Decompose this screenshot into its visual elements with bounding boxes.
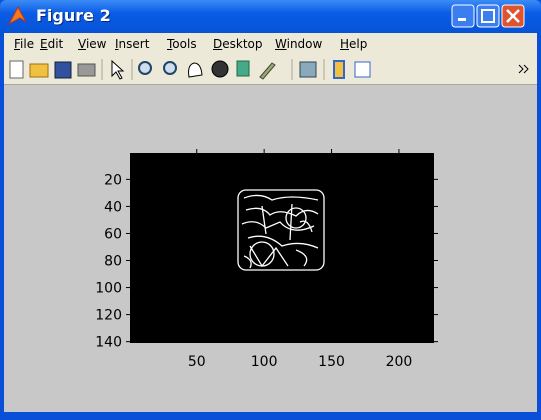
y-tick-label: 20 xyxy=(104,172,122,188)
x-tick-label: 150 xyxy=(318,354,345,370)
image xyxy=(130,153,434,343)
axes: 50 100 150 200 20 40 60 80 100 120 140 xyxy=(0,0,541,420)
y-tick-label: 60 xyxy=(104,226,122,242)
y-tick-label: 100 xyxy=(95,281,122,297)
y-tick-label: 140 xyxy=(95,335,122,351)
y-tick-label: 120 xyxy=(95,308,122,324)
figure-window: Figure 2 FileEditViewInsertToolsDesktopW… xyxy=(0,0,541,420)
y-tick-label: 80 xyxy=(104,254,122,270)
x-tick-label: 50 xyxy=(188,354,206,370)
x-tick-label: 200 xyxy=(386,354,413,370)
x-tick-label: 100 xyxy=(251,354,278,370)
y-tick-label: 40 xyxy=(104,199,122,215)
